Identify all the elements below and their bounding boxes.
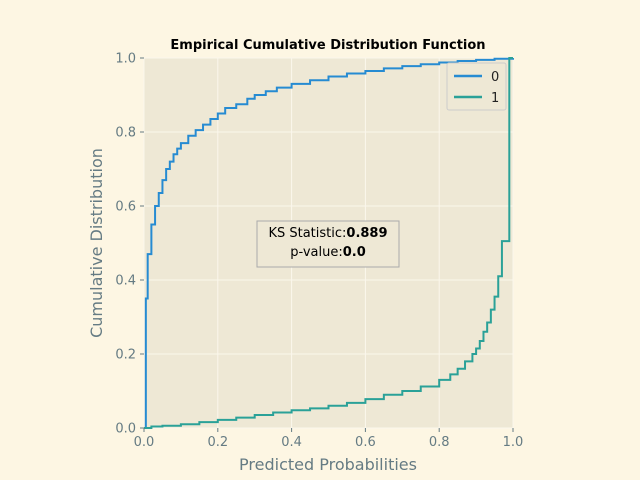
p-value-label: p-value: [290,245,342,260]
x-tick-label: 0.0 [134,435,155,450]
legend-label-1: 1 [491,91,499,106]
y-tick-label: 0.8 [115,126,136,141]
p-value-value: 0.0 [343,245,366,260]
series-layer [144,57,514,429]
ks-box-frame [256,220,400,268]
y-tick-label: 0.6 [115,200,136,215]
ks-statistic-value: 0.889 [346,226,387,241]
legend-label-0: 0 [491,70,499,85]
y-tick-label: 0.4 [115,274,136,289]
p-value-text: p-value:0.0 [290,245,366,260]
x-tick-label: 0.4 [281,435,302,450]
series-1-line [144,57,513,429]
series-0-line [144,57,514,429]
y-tick-label: 0.2 [115,348,136,363]
x-tick-label: 0.8 [429,435,450,450]
y-tick-label: 1.0 [115,52,136,67]
x-axis-label: Predicted Probabilities [239,455,417,474]
x-tick-label: 0.2 [207,435,228,450]
x-tick-label: 1.0 [503,435,524,450]
ks-statistic-label: KS Statistic: [268,226,346,241]
tick-labels: 0.0 0.2 0.4 0.6 0.8 1.0 0.0 0.2 0.4 0.6 0.8 1.0 [115,52,523,451]
chart-title: Empirical Cumulative Distribution Functi… [170,38,485,53]
y-tick-label: 0.0 [115,422,136,437]
x-tick-label: 0.6 [355,435,376,450]
ks-statistic-text: KS Statistic:0.889 [268,226,387,241]
ks-statistic-box: KS Statistic:0.889 p-value:0.0 [256,220,400,268]
ticks [140,57,514,432]
y-axis-label: Cumulative Distribution [87,148,106,338]
legend: 0 1 [446,62,507,111]
